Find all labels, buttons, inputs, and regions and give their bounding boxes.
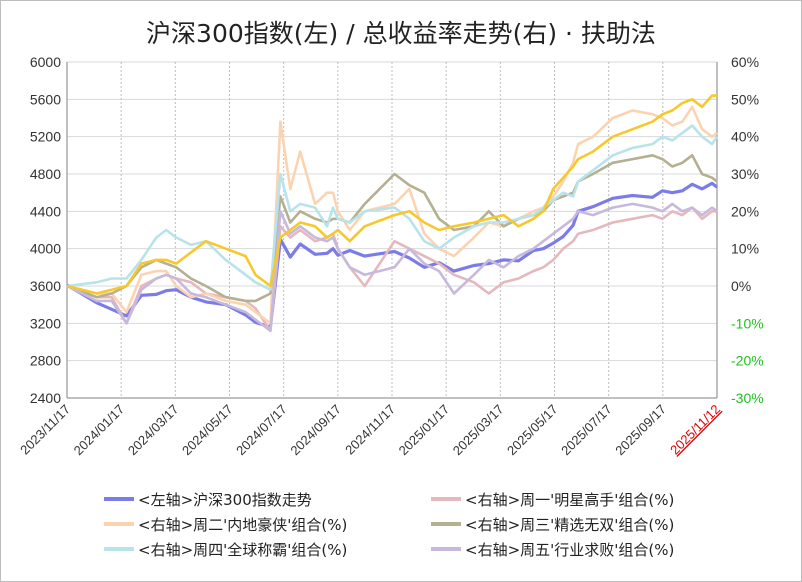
y-left-tick-label: 3600 xyxy=(30,278,61,294)
x-axis: 2023/11/172024/01/172024/03/172024/05/17… xyxy=(17,402,723,459)
y-left-tick-label: 5200 xyxy=(30,129,61,145)
legend-label: <右轴>周三'精选无双'组合(%) xyxy=(465,516,674,534)
y-right-tick-label: 10% xyxy=(731,241,759,257)
legend-label: <右轴>周二'内地豪侠'组合(%) xyxy=(138,516,347,534)
series-line xyxy=(66,124,719,291)
legend: <左轴>沪深300指数走势 <右轴>周一'明星高手'组合(%) <右轴>周二'内地豪… xyxy=(104,491,674,559)
x-tick-label: 2023/11/17 xyxy=(17,402,73,458)
y-left-tick-label: 4400 xyxy=(30,203,61,219)
x-tick-label: 2025/01/17 xyxy=(396,402,453,459)
y-right-tick-label: -30% xyxy=(731,390,764,406)
series-line xyxy=(66,105,718,325)
x-tick-label: 2024/09/17 xyxy=(287,402,344,459)
y-right-tick-label: -10% xyxy=(731,315,764,331)
legend-label: <右轴>周四'全球称霸'组合(%) xyxy=(138,541,347,559)
x-tick-label: 2025/07/17 xyxy=(558,402,615,459)
x-tick-label: 2025/03/17 xyxy=(450,402,507,459)
legend-label: <右轴>周一'明星高手'组合(%) xyxy=(465,491,674,509)
x-tick-label: 2024/11/17 xyxy=(342,402,398,458)
x-tick-label: 2024/07/17 xyxy=(233,402,290,459)
legend-label: <右轴>周五'行业求败'组合(%) xyxy=(465,541,674,559)
series-line xyxy=(66,202,718,333)
y-right-tick-label: 30% xyxy=(731,166,759,182)
y-left-tick-label: 5600 xyxy=(30,91,61,107)
y-left-tick-label: 2400 xyxy=(30,390,61,406)
series-line xyxy=(66,154,718,303)
y-right-tick-label: 20% xyxy=(731,203,759,219)
x-tick-label: 2024/03/17 xyxy=(125,402,182,459)
x-tick-label: 2024/01/17 xyxy=(71,402,128,459)
x-tick-label: 2025/11/12 xyxy=(667,402,723,458)
y-axis-left: 6000 5600 5200 4800 4400 4000 3600 3200 2800 2400 xyxy=(30,54,61,406)
y-left-tick-label: 2800 xyxy=(30,353,61,369)
y-right-tick-label: 50% xyxy=(731,91,759,107)
y-right-tick-label: -20% xyxy=(731,353,764,369)
grid xyxy=(66,61,718,399)
chart-title: 沪深300指数(左) / 总收益率走势(右) · 扶助法 xyxy=(146,19,656,48)
y-left-tick-label: 4000 xyxy=(30,241,61,257)
y-right-tick-label: 40% xyxy=(731,129,759,145)
x-tick-label: 2025/05/17 xyxy=(504,402,561,459)
y-left-tick-label: 4800 xyxy=(30,166,61,182)
y-right-tick-label: 0% xyxy=(731,278,751,294)
x-tick-label: 2025/09/17 xyxy=(612,402,669,459)
y-left-tick-label: 3200 xyxy=(30,315,61,331)
series-line xyxy=(66,94,717,295)
y-right-tick-label: 60% xyxy=(731,54,759,70)
y-left-tick-label: 6000 xyxy=(30,54,61,70)
legend-label: <左轴>沪深300指数走势 xyxy=(138,491,312,509)
y-axis-right: 60% 50% 40% 30% 20% 10% 0% -10% -20% -30% xyxy=(731,54,764,406)
series-lines xyxy=(66,94,719,333)
x-tick-label: 2024/05/17 xyxy=(179,402,236,459)
